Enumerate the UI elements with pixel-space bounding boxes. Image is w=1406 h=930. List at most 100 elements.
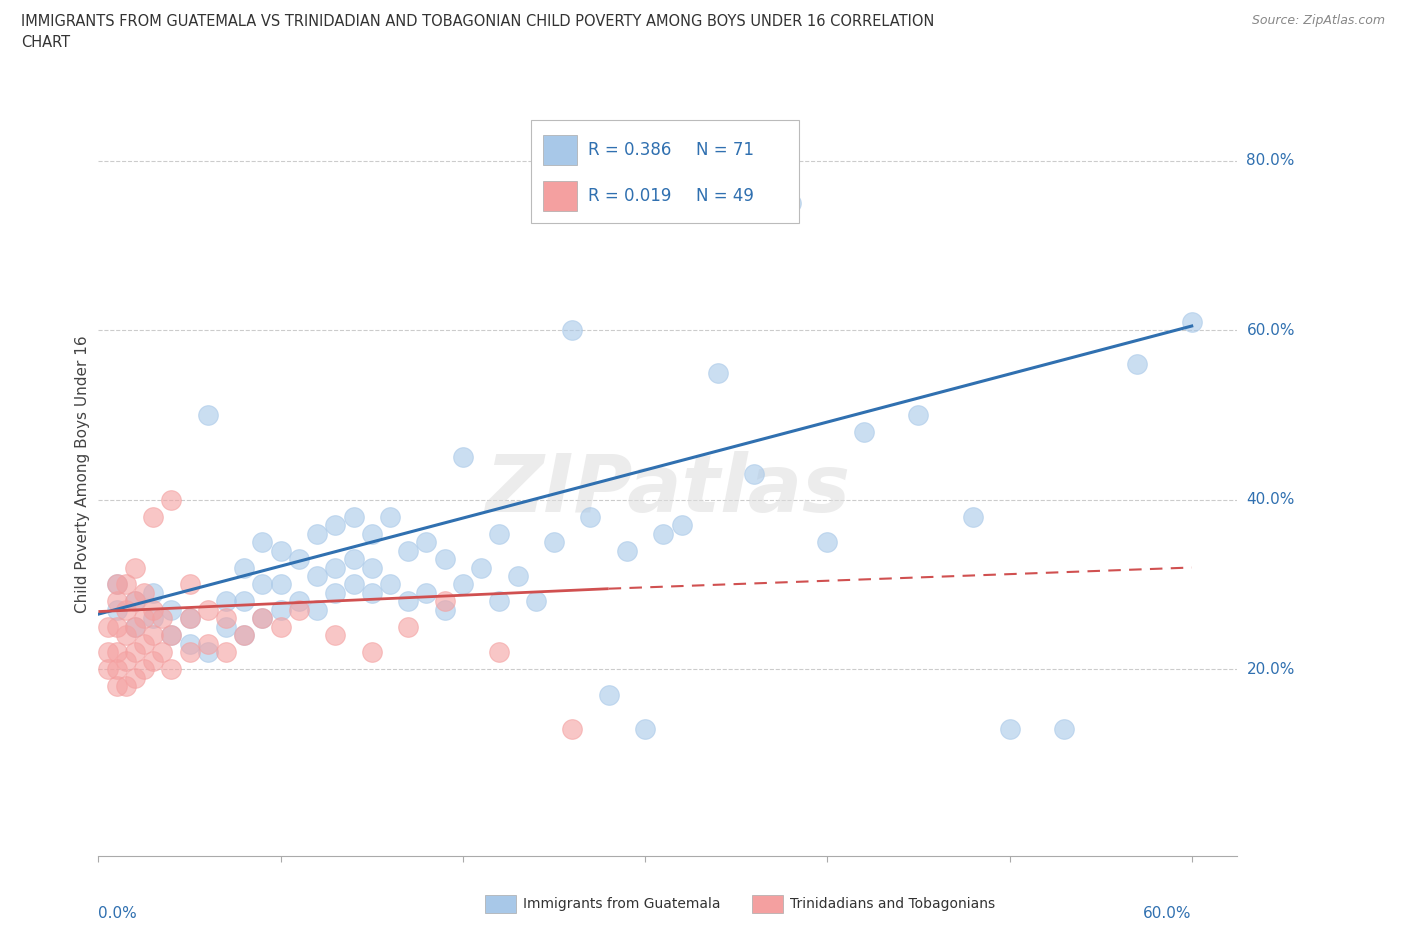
Point [360, 644, 382, 659]
Point [488, 594, 510, 609]
Point [396, 594, 419, 609]
Point [124, 619, 146, 634]
Point [150, 644, 173, 659]
Point [160, 628, 183, 643]
Y-axis label: Child Poverty Among Boys Under 16: Child Poverty Among Boys Under 16 [75, 336, 90, 613]
Point [197, 603, 219, 618]
Point [744, 467, 766, 482]
Point [323, 628, 346, 643]
Point [288, 594, 311, 609]
Point [96, 644, 118, 659]
Point [342, 551, 364, 566]
FancyBboxPatch shape [543, 180, 576, 211]
Point [179, 644, 201, 659]
Point [105, 679, 128, 694]
Point [124, 560, 146, 575]
Point [160, 603, 183, 618]
Point [105, 577, 128, 591]
Point [215, 619, 238, 634]
Point [215, 594, 238, 609]
Point [307, 526, 329, 541]
Point [852, 424, 875, 439]
Point [378, 577, 401, 591]
Text: 80.0%: 80.0% [1246, 153, 1295, 168]
Point [342, 577, 364, 591]
Point [998, 721, 1021, 736]
Point [233, 628, 256, 643]
Point [323, 518, 346, 533]
Point [233, 628, 256, 643]
Point [671, 518, 693, 533]
Point [561, 323, 583, 338]
Point [396, 619, 419, 634]
Point [252, 611, 274, 626]
Point [307, 603, 329, 618]
Text: Immigrants from Guatemala: Immigrants from Guatemala [523, 897, 720, 911]
Point [215, 644, 238, 659]
Point [114, 577, 136, 591]
Text: 60.0%: 60.0% [1246, 323, 1295, 338]
Point [179, 611, 201, 626]
Point [132, 611, 155, 626]
Point [142, 510, 165, 525]
FancyBboxPatch shape [543, 135, 576, 166]
Point [415, 586, 437, 601]
Point [270, 543, 292, 558]
Point [270, 603, 292, 618]
Point [307, 568, 329, 583]
Point [779, 195, 801, 210]
Point [433, 551, 456, 566]
Point [433, 594, 456, 609]
Point [270, 577, 292, 591]
Point [179, 577, 201, 591]
Point [488, 526, 510, 541]
Point [433, 603, 456, 618]
Text: 40.0%: 40.0% [1246, 492, 1295, 507]
Point [524, 594, 547, 609]
Point [150, 611, 173, 626]
Text: N = 71: N = 71 [696, 141, 755, 159]
FancyBboxPatch shape [531, 120, 799, 222]
Point [634, 721, 657, 736]
Point [105, 662, 128, 677]
Point [233, 594, 256, 609]
Text: R = 0.019: R = 0.019 [588, 187, 672, 205]
Point [105, 577, 128, 591]
Point [470, 560, 492, 575]
Point [160, 662, 183, 677]
Point [506, 568, 529, 583]
Point [616, 543, 638, 558]
Point [132, 662, 155, 677]
Point [252, 611, 274, 626]
Point [360, 526, 382, 541]
Text: Trinidadians and Tobagonians: Trinidadians and Tobagonians [790, 897, 995, 911]
Point [114, 628, 136, 643]
Text: R = 0.386: R = 0.386 [588, 141, 672, 159]
Point [96, 662, 118, 677]
Point [105, 644, 128, 659]
Point [907, 407, 929, 422]
Point [124, 644, 146, 659]
Point [579, 510, 602, 525]
Point [179, 636, 201, 651]
Point [962, 510, 984, 525]
Point [415, 535, 437, 550]
Point [288, 551, 311, 566]
Point [323, 586, 346, 601]
Point [252, 577, 274, 591]
Text: 60.0%: 60.0% [1143, 907, 1192, 922]
Point [96, 619, 118, 634]
Point [142, 628, 165, 643]
Text: 0.0%: 0.0% [98, 907, 138, 922]
Point [132, 586, 155, 601]
Text: CHART: CHART [21, 35, 70, 50]
Point [233, 560, 256, 575]
Point [252, 535, 274, 550]
Point [1181, 314, 1204, 329]
Point [160, 628, 183, 643]
Point [1126, 357, 1149, 372]
Point [652, 526, 675, 541]
Text: ZIPatlas: ZIPatlas [485, 450, 851, 528]
Point [105, 594, 128, 609]
Point [270, 619, 292, 634]
